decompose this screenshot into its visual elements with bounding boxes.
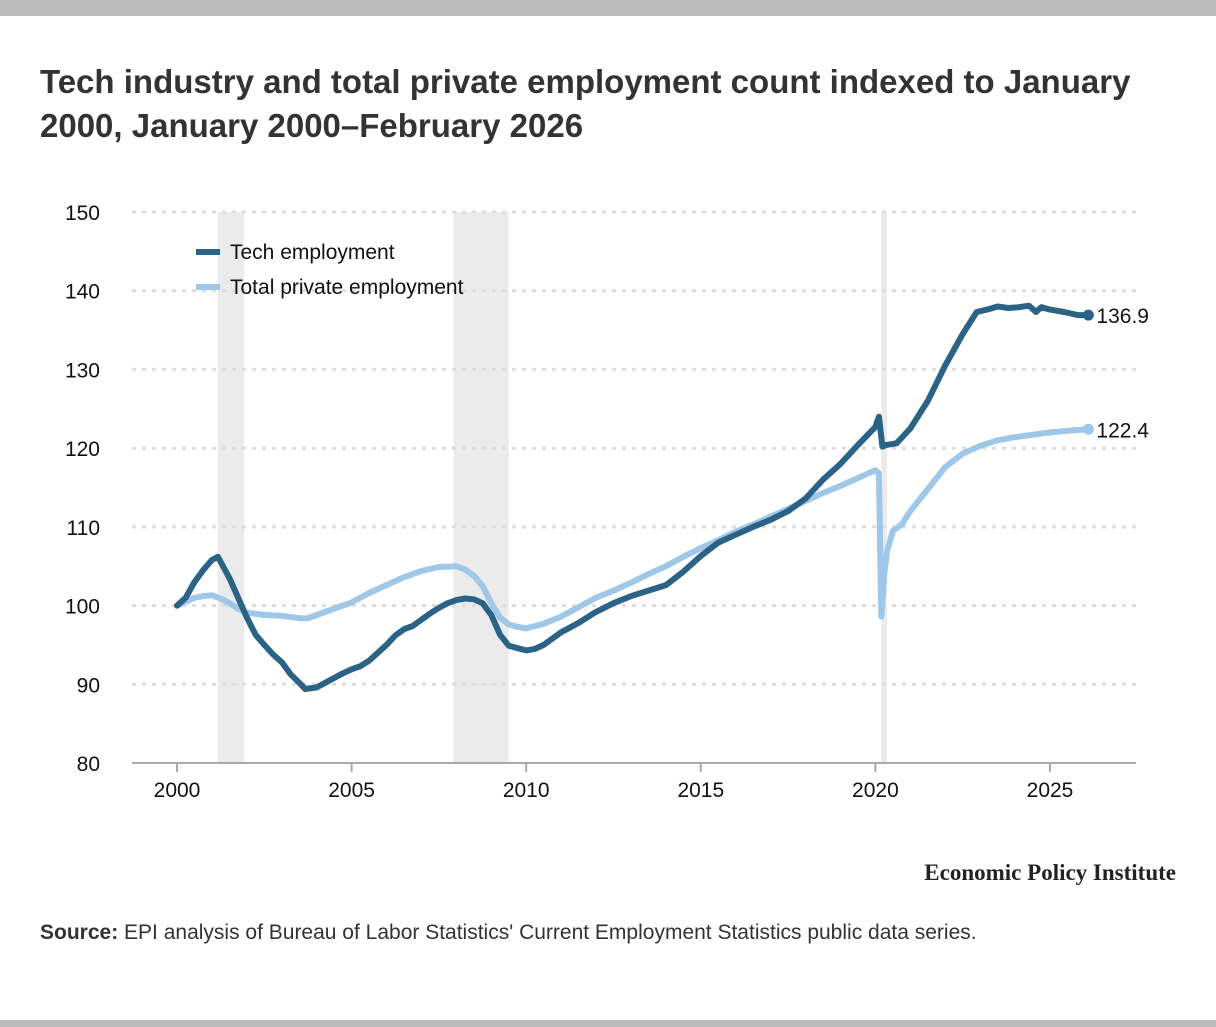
x-axis: 2000 2005 2010 2015 2020 2025 bbox=[132, 762, 1136, 802]
end-point-total bbox=[1082, 423, 1094, 435]
x-tick-label: 2015 bbox=[677, 779, 724, 802]
recession-band bbox=[453, 212, 509, 763]
brand-logo: Economic Policy Institute bbox=[924, 860, 1176, 885]
end-labels: 136.9 122.4 bbox=[1096, 305, 1149, 442]
bottom-border bbox=[0, 1020, 1216, 1027]
source-label: Source: bbox=[40, 921, 119, 944]
recession-band bbox=[881, 212, 887, 763]
end-label-tech: 136.9 bbox=[1096, 305, 1149, 328]
recession-shading bbox=[217, 212, 887, 763]
source-text: EPI analysis of Bureau of Labor Statisti… bbox=[118, 921, 977, 944]
gridlines bbox=[132, 210, 1136, 686]
top-border bbox=[0, 0, 1216, 16]
y-tick-label: 130 bbox=[65, 359, 100, 382]
y-tick-label: 90 bbox=[77, 674, 100, 697]
series-lines bbox=[174, 302, 1094, 692]
y-axis-ticks: 80 90 100 110 120 130 140 150 bbox=[65, 202, 100, 776]
y-tick-label: 100 bbox=[65, 596, 100, 619]
source-note: Source: EPI analysis of Bureau of Labor … bbox=[40, 921, 977, 945]
y-tick-label: 120 bbox=[65, 438, 100, 461]
end-label-total: 122.4 bbox=[1096, 419, 1149, 442]
x-tick-label: 2000 bbox=[154, 779, 201, 802]
series-line-total bbox=[174, 426, 1092, 632]
y-tick-label: 140 bbox=[65, 281, 100, 304]
x-tick-label: 2010 bbox=[503, 779, 550, 802]
legend-label-tech: Tech employment bbox=[230, 241, 395, 264]
chart-title: Tech industry and total private employme… bbox=[40, 63, 1131, 144]
y-tick-label: 80 bbox=[77, 753, 100, 776]
legend: Tech employment Total private employment bbox=[196, 241, 464, 299]
legend-label-total: Total private employment bbox=[230, 276, 464, 299]
end-point-tech bbox=[1082, 309, 1094, 321]
y-tick-label: 110 bbox=[67, 517, 100, 540]
x-tick-label: 2020 bbox=[852, 779, 899, 802]
y-tick-label: 150 bbox=[65, 202, 100, 225]
x-tick-label: 2005 bbox=[328, 779, 375, 802]
x-tick-label: 2025 bbox=[1027, 779, 1074, 802]
recession-band bbox=[217, 212, 245, 763]
series-line-tech bbox=[174, 302, 1092, 692]
